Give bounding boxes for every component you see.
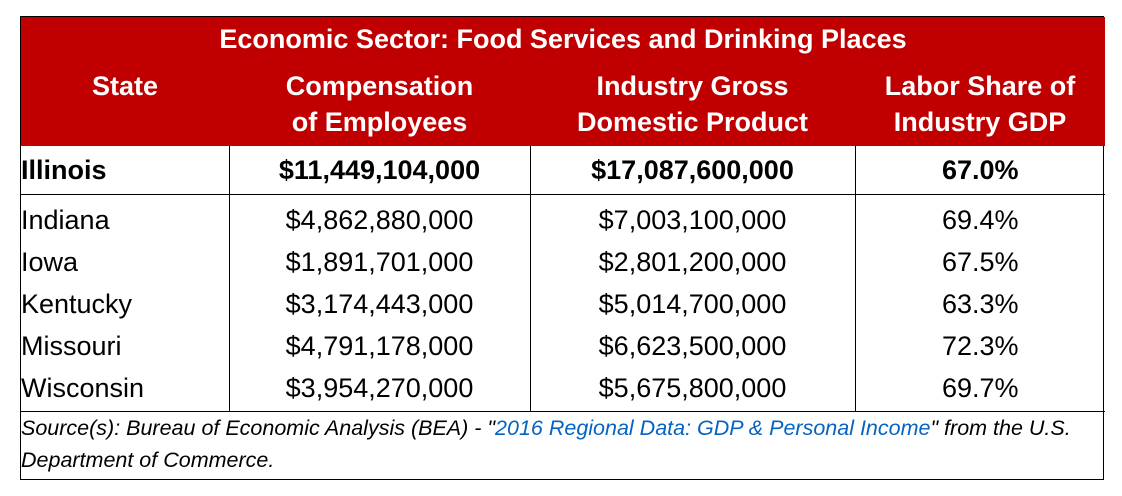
cell-compensation: $3,954,270,000 xyxy=(228,367,530,412)
cell-labor-share: 63.3% xyxy=(854,283,1106,325)
cell-state: Indiana xyxy=(21,204,110,235)
source-note: Source(s): Bureau of Economic Analysis (… xyxy=(21,412,1105,477)
column-header-gdp-line1: Industry Gross xyxy=(596,71,789,101)
column-header-gdp: Industry Gross Domestic Product xyxy=(530,61,855,146)
source-suffix: " from the U.S. Department of Commerce. xyxy=(21,416,1071,472)
cell-state: Kentucky xyxy=(21,288,133,319)
cell-compensation: $3,174,443,000 xyxy=(228,283,530,325)
cell-gdp: $5,014,700,000 xyxy=(529,283,855,325)
table-row: Indiana $4,862,880,000 $7,003,100,000 69… xyxy=(21,194,1106,241)
cell-labor-share: 69.7% xyxy=(854,367,1106,412)
column-header-state-label: State xyxy=(91,71,159,101)
cell-compensation: $1,891,701,000 xyxy=(228,241,530,283)
column-header-state: State xyxy=(21,61,229,146)
cell-gdp: $7,003,100,000 xyxy=(529,194,855,241)
food-services-table: Economic Sector: Food Services and Drink… xyxy=(21,17,1106,477)
table-row: Kentucky $3,174,443,000 $5,014,700,000 6… xyxy=(21,283,1106,325)
table-row: Iowa $1,891,701,000 $2,801,200,000 67.5% xyxy=(21,241,1106,283)
cell-labor-share: 69.4% xyxy=(854,194,1106,241)
cell-gdp: $5,675,800,000 xyxy=(529,367,855,412)
table-row: Wisconsin $3,954,270,000 $5,675,800,000 … xyxy=(21,367,1106,412)
cell-state: Iowa xyxy=(21,246,79,277)
table-row-highlight: Illinois $11,449,104,000 $17,087,600,000… xyxy=(21,146,1106,195)
cell-labor-share: 72.3% xyxy=(854,325,1106,367)
cell-state: Wisconsin xyxy=(21,367,229,412)
cell-gdp: $2,801,200,000 xyxy=(529,241,855,283)
column-header-gdp-line2: Domestic Product xyxy=(576,107,809,137)
title-row: Economic Sector: Food Services and Drink… xyxy=(21,17,1106,62)
column-header-compensation: Compensation of Employees xyxy=(229,61,530,146)
column-header-labor-share-line2: Industry GDP xyxy=(893,107,1067,137)
cell-gdp: $6,623,500,000 xyxy=(529,325,855,367)
cell-compensation: $4,862,880,000 xyxy=(228,194,530,241)
cell-compensation: $4,791,178,000 xyxy=(228,325,530,367)
column-header-compensation-line1: Compensation xyxy=(285,71,474,101)
column-header-labor-share: Labor Share of Industry GDP xyxy=(855,61,1106,146)
source-link[interactable]: 2016 Regional Data: GDP & Personal Incom… xyxy=(495,416,931,440)
cell-compensation: $11,449,104,000 xyxy=(228,146,530,195)
source-row: Source(s): Bureau of Economic Analysis (… xyxy=(21,412,1105,477)
column-header-compensation-line2: of Employees xyxy=(291,107,468,137)
table-row: Missouri $4,791,178,000 $6,623,500,000 7… xyxy=(21,325,1106,367)
table-title: Economic Sector: Food Services and Drink… xyxy=(21,17,1106,62)
cell-state: Illinois xyxy=(21,146,229,195)
column-header-labor-share-line1: Labor Share of xyxy=(884,71,1076,101)
cell-gdp: $17,087,600,000 xyxy=(529,146,855,195)
data-table-container: Economic Sector: Food Services and Drink… xyxy=(20,16,1106,480)
cell-state: Missouri xyxy=(21,330,122,361)
cell-labor-share: 67.5% xyxy=(854,241,1106,283)
cell-labor-share: 67.0% xyxy=(854,146,1106,195)
header-row: State Compensation of Employees Industry… xyxy=(21,61,1106,146)
source-prefix: Source(s): Bureau of Economic Analysis (… xyxy=(21,416,496,440)
